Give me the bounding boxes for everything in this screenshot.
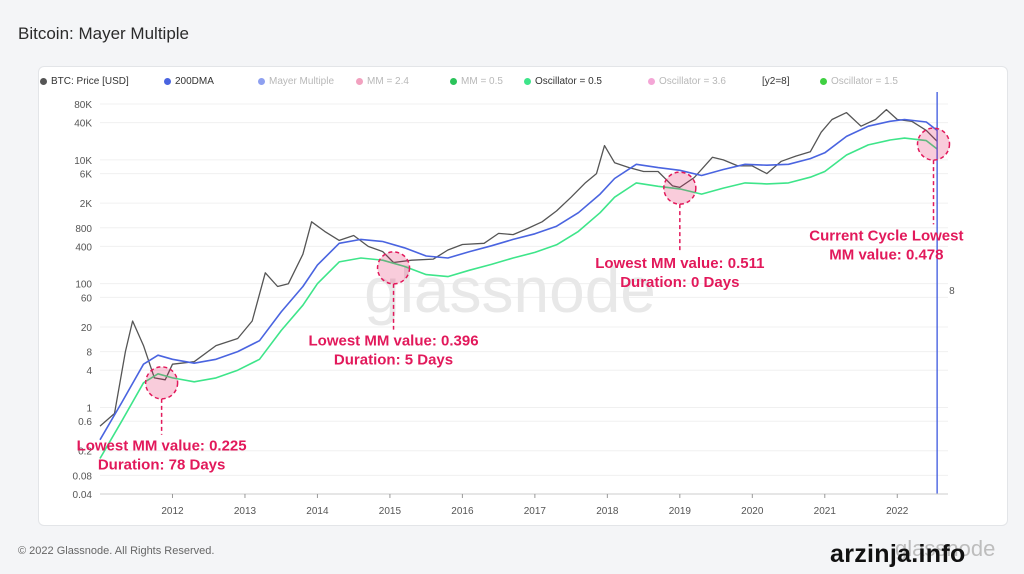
legend-label: 200DMA [175,76,214,87]
legend-item[interactable]: 200DMA [164,76,214,87]
legend-item[interactable]: Oscillator = 0.5 [524,76,602,87]
legend-dot-icon [356,78,363,85]
glassnode-logo: glassnode [895,536,996,561]
chart-panel [38,66,1008,526]
legend-label: MM = 2.4 [367,76,409,87]
legend-label: Oscillator = 3.6 [659,76,726,87]
legend-dot-icon [258,78,265,85]
site-watermark: arzinja.info [830,540,966,568]
copyright-text: © 2022 Glassnode. All Rights Reserved. [18,545,215,557]
legend-dot-icon [524,78,531,85]
legend-dot-icon [820,78,827,85]
legend-label: [y2=8] [762,76,790,87]
chart-legend: BTC: Price [USD] 200DMA Mayer Multiple MM =… [40,76,1000,92]
legend-dot-icon [164,78,171,85]
legend-item[interactable]: Mayer Multiple [258,76,334,87]
page-title: Bitcoin: Mayer Multiple [18,24,190,43]
legend-item[interactable]: BTC: Price [USD] [40,76,129,87]
legend-dot-icon [450,78,457,85]
legend-item[interactable]: MM = 0.5 [450,76,503,87]
legend-dot-icon [648,78,655,85]
legend-item[interactable]: Oscillator = 3.6 [648,76,726,87]
legend-item[interactable]: [y2=8] [762,76,790,87]
legend-label: Oscillator = 1.5 [831,76,898,87]
legend-dot-icon [40,78,47,85]
legend-item[interactable]: MM = 2.4 [356,76,409,87]
legend-item[interactable]: Oscillator = 1.5 [820,76,898,87]
legend-label: BTC: Price [USD] [51,76,129,87]
legend-label: Oscillator = 0.5 [535,76,602,87]
legend-label: MM = 0.5 [461,76,503,87]
legend-label: Mayer Multiple [269,76,335,87]
